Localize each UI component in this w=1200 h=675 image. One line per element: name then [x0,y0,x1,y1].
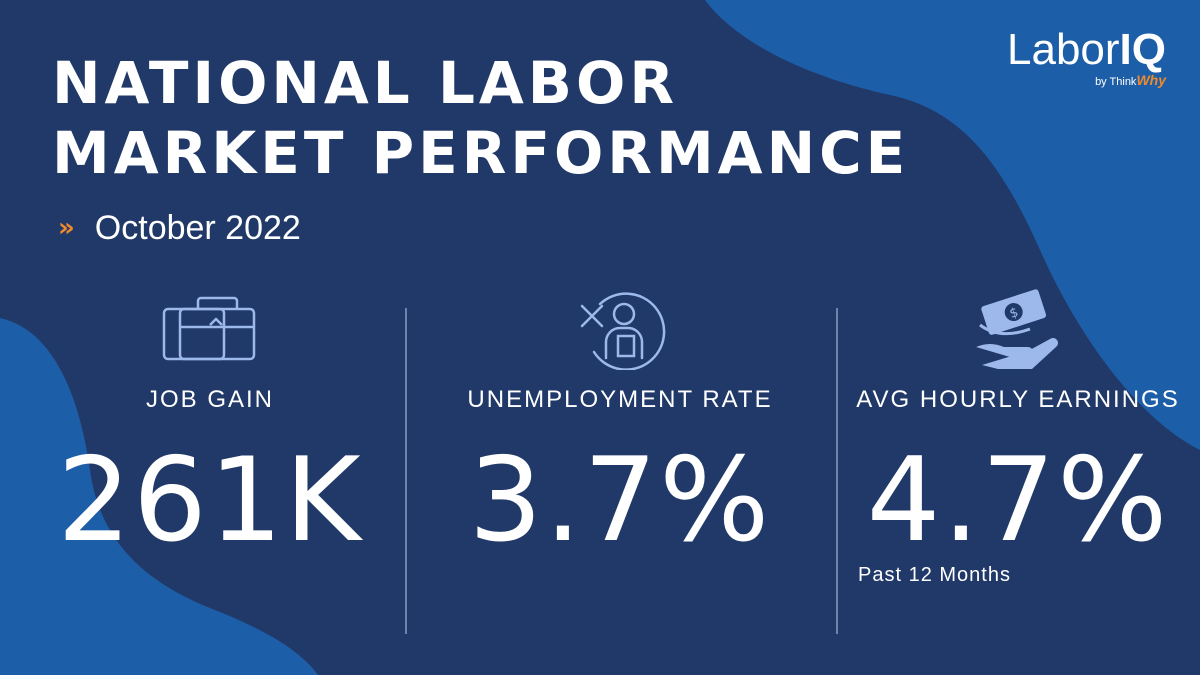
logo-wordmark: LaborIQ [1007,25,1166,74]
unemployed-person-icon [440,290,800,370]
stat-label: AVG HOURLY EARNINGS [856,386,1180,413]
stat-label: JOB GAIN [145,386,275,413]
background-blob-bottom-left [0,318,318,675]
title-line-1: NATIONAL LABOR [52,49,678,117]
briefcase-icon [45,290,375,370]
background-blob-top-right [705,0,1200,450]
stat-note: Past 12 Months [858,564,1011,586]
subtitle: » October 2022 [58,208,301,248]
stat-avg-hourly-earnings: $ AVG HOURLY EARNINGS 4.7% [848,289,1188,568]
double-chevron-icon: » [58,213,75,243]
logo-byline: by ThinkWhy [1095,72,1166,88]
stat-label: UNEMPLOYMENT RATE [467,386,773,413]
logo: LaborIQ by ThinkWhy [1007,25,1166,89]
stat-value: 261K [57,433,363,568]
stat-job-gain: JOB GAIN 261K [45,290,375,566]
stat-value: 3.7% [468,433,772,568]
page-title: NATIONAL LABOR MARKET PERFORMANCE [52,48,909,188]
divider-1 [405,308,407,634]
divider-2 [836,308,838,634]
title-line-2: MARKET PERFORMANCE [52,119,910,187]
stat-value: 4.7% [866,433,1170,568]
stat-unemployment-rate: UNEMPLOYMENT RATE 3.7% [440,290,800,566]
report-date: October 2022 [94,208,301,247]
money-hand-icon: $ [848,289,1188,370]
